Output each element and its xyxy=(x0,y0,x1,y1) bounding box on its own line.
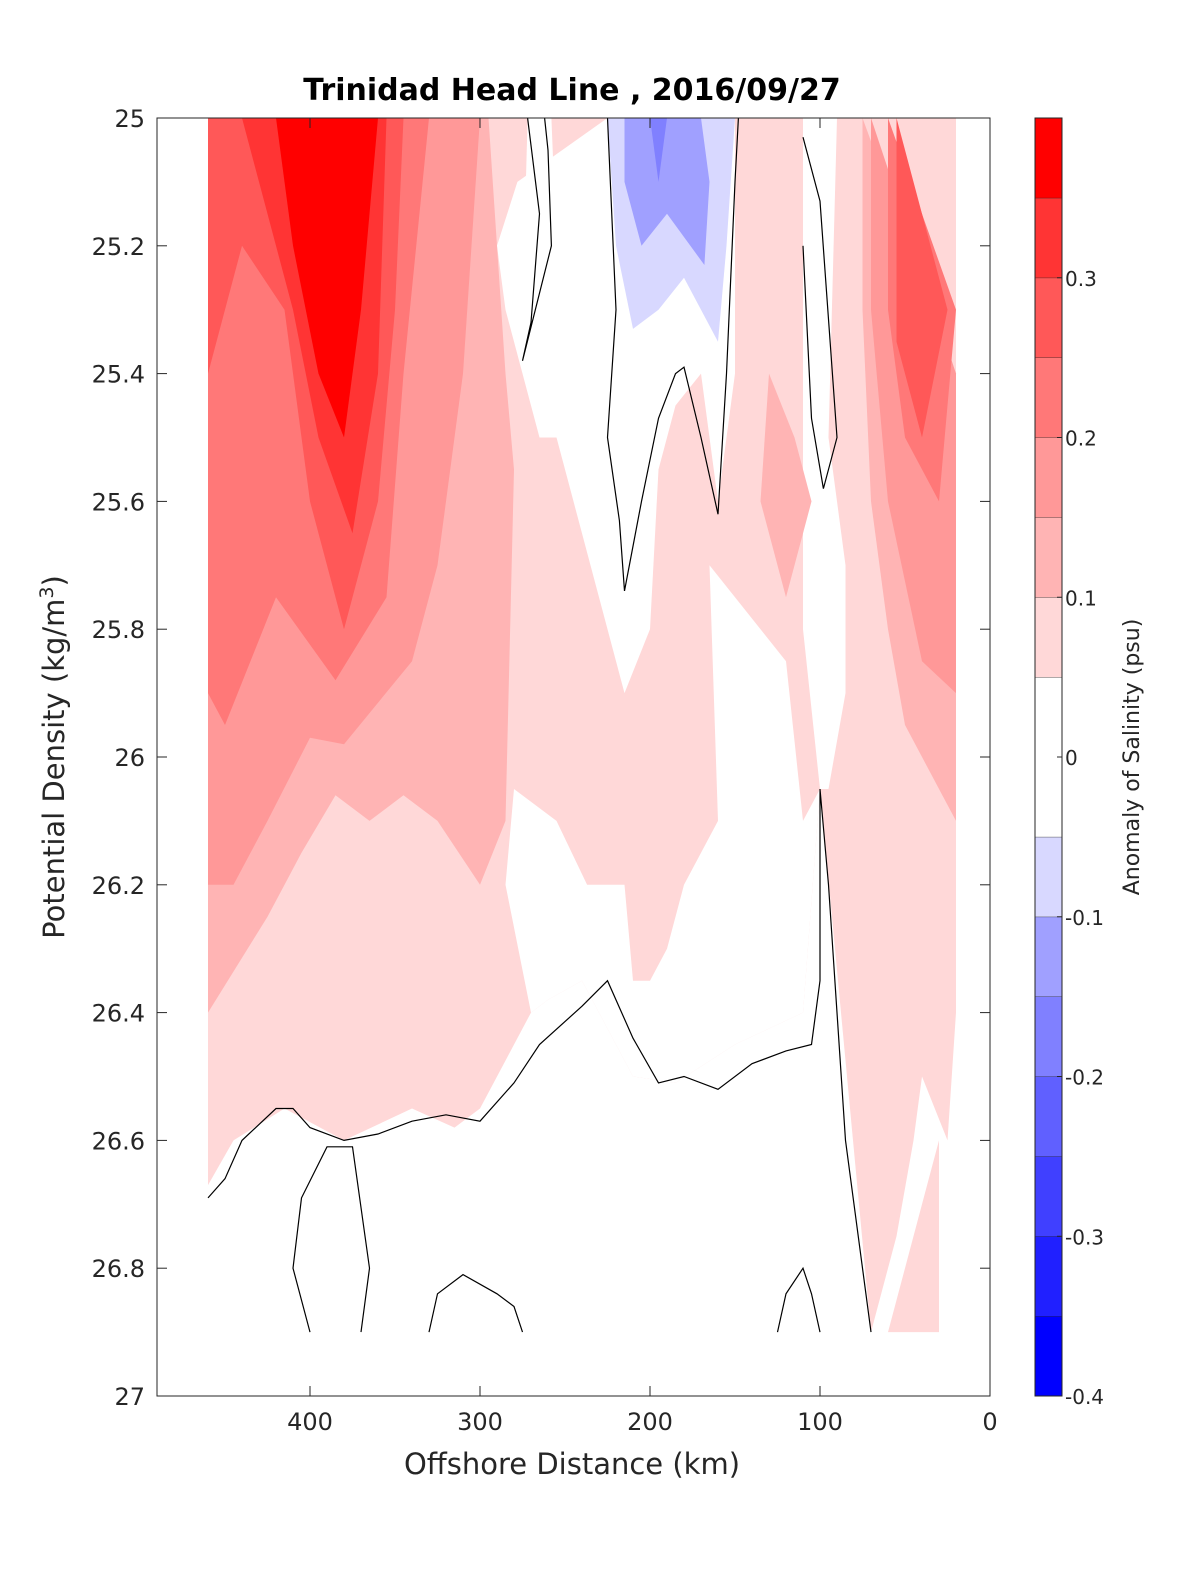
y-axis-label: Potential Density (kg/m3) xyxy=(36,575,71,939)
x-tick-label: 200 xyxy=(627,1408,673,1436)
colorbar-segment xyxy=(1035,1316,1062,1396)
colorbar-segment xyxy=(1035,118,1062,198)
zero-contour-lines xyxy=(207,118,872,1333)
colorbar-tick-label: -0.1 xyxy=(1065,906,1104,930)
colorbar-segment xyxy=(1035,1236,1062,1317)
contour-region xyxy=(276,118,378,438)
y-tick-label: 27 xyxy=(114,1383,145,1411)
contour-region xyxy=(760,373,812,598)
plot-area xyxy=(156,117,991,1397)
x-tick-label: 100 xyxy=(797,1408,843,1436)
contour-region xyxy=(888,1140,939,1333)
colorbar-segment xyxy=(1035,277,1062,358)
colorbar-segment xyxy=(1035,517,1062,598)
colorbar-tick-label: -0.4 xyxy=(1065,1385,1104,1409)
colorbar-label: Anomaly of Salinity (psu) xyxy=(1120,619,1145,896)
colorbar-tick-label: -0.3 xyxy=(1065,1225,1104,1249)
colorbar-segment xyxy=(1035,916,1062,997)
x-axis-tick-labels: 400 300 200 100 0 xyxy=(287,1408,998,1436)
y-tick-label: 25 xyxy=(114,105,145,133)
colorbar-tick-labels: 0.3 0.2 0.1 0 -0.1 -0.2 -0.3 -0.4 xyxy=(1065,267,1104,1409)
y-tick-label: 26.8 xyxy=(92,1255,145,1283)
contour-region xyxy=(650,118,667,182)
x-tick-label: 400 xyxy=(287,1408,333,1436)
y-tick-label: 26 xyxy=(114,744,145,772)
colorbar-tick-label: 0.3 xyxy=(1065,267,1097,291)
colorbar-segment xyxy=(1035,996,1062,1077)
contour-region xyxy=(803,118,846,789)
y-axis-tick-labels: 25 25.2 25.4 25.6 25.8 26 26.2 26.4 26.6 26.8 27 xyxy=(92,105,145,1411)
y-axis-label-superscript: 3 xyxy=(36,586,58,598)
zero-contour-line xyxy=(606,118,739,592)
zero-contour-line xyxy=(428,1273,524,1333)
colorbar-tick-label: 0 xyxy=(1065,746,1078,770)
colorbar-tick-label: 0.1 xyxy=(1065,586,1097,610)
y-tick-label: 26.6 xyxy=(92,1127,145,1155)
zero-contour-line xyxy=(207,788,872,1333)
x-tick-label: 300 xyxy=(457,1408,503,1436)
y-tick-label: 26.4 xyxy=(92,1000,145,1028)
y-axis-label-main: Potential Density (kg/m xyxy=(37,599,71,939)
colorbar-tick-label: -0.2 xyxy=(1065,1066,1104,1090)
zero-contour-line xyxy=(802,137,838,489)
colorbar-segment xyxy=(1035,437,1062,518)
contour-region xyxy=(896,118,948,438)
colorbar xyxy=(1034,117,1063,1397)
y-tick-label: 25.8 xyxy=(92,616,145,644)
zero-contour-line xyxy=(292,1146,371,1333)
y-axis-label-close: ) xyxy=(37,575,71,586)
contour-regions xyxy=(208,118,956,1333)
y-tick-label: 25.6 xyxy=(92,488,145,516)
y-tick-label: 25.4 xyxy=(92,361,145,389)
zero-contour-line xyxy=(776,1266,821,1333)
x-tick-label: 0 xyxy=(982,1408,997,1436)
x-axis-label: Offshore Distance (km) xyxy=(404,1447,740,1481)
y-tick-label: 25.2 xyxy=(92,233,145,261)
colorbar-segment xyxy=(1035,836,1062,917)
colorbar-segment xyxy=(1035,1156,1062,1237)
colorbar-segment xyxy=(1035,1076,1062,1157)
y-tick-label: 26.2 xyxy=(92,872,145,900)
zero-contour-line xyxy=(521,118,553,361)
colorbar-tick-label: 0.2 xyxy=(1065,427,1097,451)
colorbar-segment xyxy=(1035,357,1062,438)
axis-ticks xyxy=(157,117,991,1397)
colorbar-segment xyxy=(1035,597,1062,678)
chart-title: Trinidad Head Line , 2016/09/27 xyxy=(303,73,840,108)
colorbar-segment xyxy=(1035,197,1062,278)
contour-region xyxy=(505,565,820,1083)
contour-region xyxy=(624,118,710,265)
